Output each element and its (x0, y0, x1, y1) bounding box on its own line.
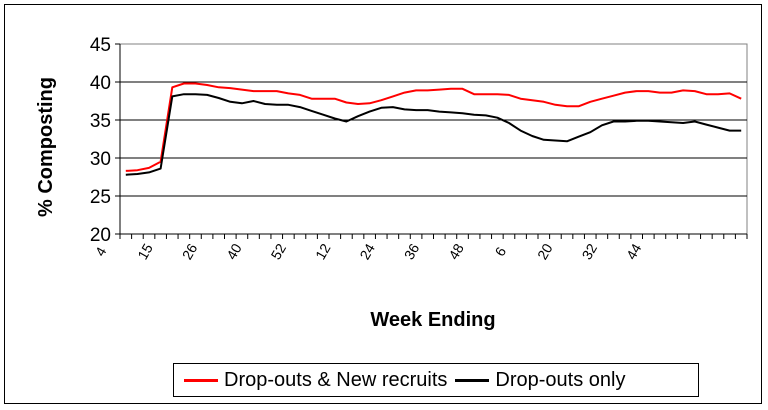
y-tick-label: 30 (90, 149, 111, 170)
x-tick-label: 26 (179, 241, 201, 263)
y-axis-ticks: 20 25 30 35 40 45 (90, 35, 120, 246)
x-tick-label: 15 (134, 241, 156, 263)
x-tick-label: 48 (445, 241, 467, 263)
x-tick-label: 36 (401, 241, 423, 263)
series-lines (125, 82, 742, 176)
y-tick-label: 20 (90, 225, 111, 246)
legend: Drop-outs & New recruits Drop-outs only (173, 363, 699, 397)
y-tick-label: 40 (90, 73, 111, 94)
x-tick-label: 20 (534, 241, 556, 263)
plot-area (119, 43, 748, 235)
legend-item-drop-outs-new-recruits: Drop-outs & New recruits (184, 369, 447, 392)
x-tick-label: 32 (578, 241, 600, 263)
legend-label: Drop-outs only (495, 368, 626, 391)
y-axis-title: % Composting (35, 77, 57, 217)
legend-item-drop-outs-only: Drop-outs only (455, 369, 625, 392)
legend-swatch-red (184, 378, 218, 382)
x-tick-label: 52 (268, 241, 290, 263)
x-tick-label: 4 (92, 244, 110, 259)
x-axis-ticks: 4 15 26 40 52 12 24 36 48 6 20 32 44 (92, 234, 748, 263)
legend-label: Drop-outs & New recruits (224, 368, 448, 391)
x-tick-label: 40 (223, 241, 245, 263)
y-tick-label: 45 (90, 35, 111, 56)
x-tick-label: 44 (623, 241, 645, 263)
legend-swatch-black (455, 378, 490, 382)
gridlines (120, 81, 747, 197)
line-chart: 20 25 30 35 40 45 4 15 26 40 52 12 24 36 48 6 20 32 44 We… (35, 35, 748, 331)
series-line-drop-outs-new-recruits (125, 82, 742, 172)
chart-frame: 20 25 30 35 40 45 4 15 26 40 52 12 24 36 48 6 20 32 44 We… (4, 4, 762, 404)
x-tick-label: 12 (312, 241, 334, 263)
y-tick-label: 25 (90, 187, 111, 208)
x-tick-label: 24 (356, 241, 378, 263)
y-tick-label: 35 (90, 111, 111, 132)
x-axis-title: Week Ending (370, 309, 495, 331)
series-line-drop-outs-only (125, 93, 742, 176)
x-tick-label: 6 (492, 244, 510, 259)
